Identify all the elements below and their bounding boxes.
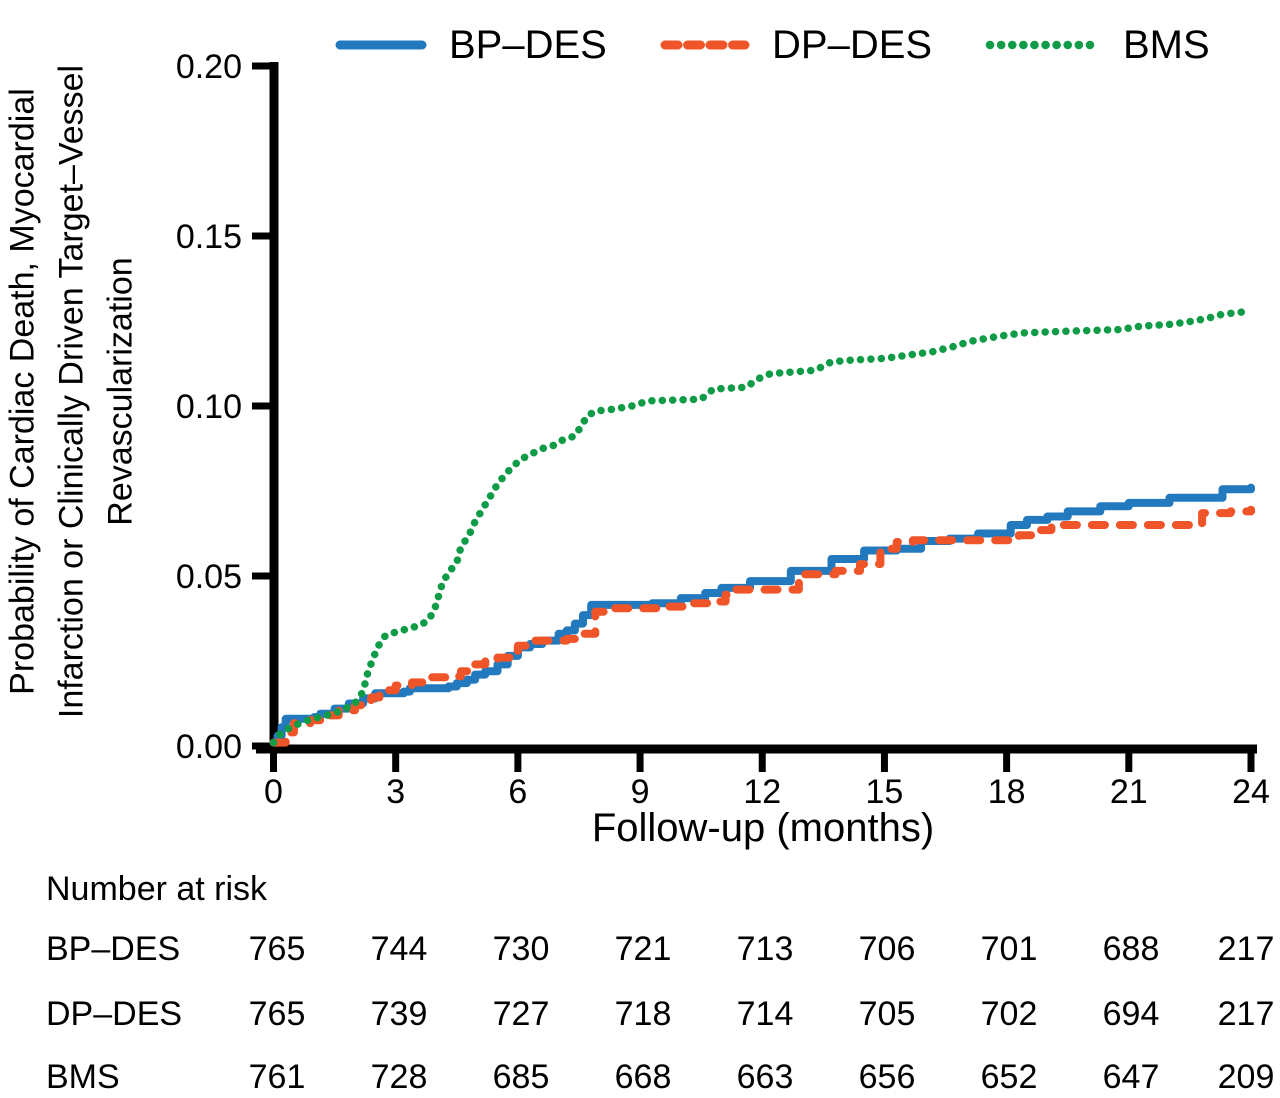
solid-line-swatch-icon xyxy=(335,40,427,50)
x-tick-label: 0 xyxy=(264,773,283,811)
risk-row: DP–DES 765 739 727 718 714 705 702 694 217 xyxy=(0,995,1280,1035)
risk-row-label: BP–DES xyxy=(46,930,181,968)
y-tick-label: 0.15 xyxy=(176,218,242,256)
risk-row-label: BMS xyxy=(46,1058,120,1096)
x-tick-label: 6 xyxy=(508,773,527,811)
risk-value: 730 xyxy=(492,930,550,968)
y-tick-label: 0.10 xyxy=(176,388,242,426)
y-tick-label: 0.20 xyxy=(176,48,242,86)
risk-value: 647 xyxy=(1102,1058,1160,1096)
risk-row: BMS 761 728 685 668 663 656 652 647 209 xyxy=(0,1058,1280,1098)
dotted-line-swatch-icon xyxy=(985,40,1101,50)
risk-value: 685 xyxy=(492,1058,550,1096)
legend: BP–DES DP–DES BMS xyxy=(0,16,1280,74)
curve-DP–DES xyxy=(269,505,1255,747)
risk-value: 705 xyxy=(858,995,916,1033)
x-tick-label: 18 xyxy=(988,773,1026,811)
x-tick-label: 24 xyxy=(1232,773,1270,811)
risk-value: 209 xyxy=(1217,1058,1275,1096)
legend-item-bms: BMS xyxy=(985,16,1210,74)
risk-value: 668 xyxy=(614,1058,672,1096)
curve-BP–DES xyxy=(269,483,1255,747)
x-tick-label: 15 xyxy=(866,773,904,811)
risk-value: 739 xyxy=(370,995,428,1033)
risk-value: 688 xyxy=(1102,930,1160,968)
x-tick-label: 9 xyxy=(631,773,650,811)
risk-value: 694 xyxy=(1102,995,1160,1033)
curve-BMS xyxy=(269,307,1255,747)
risk-value: 713 xyxy=(736,930,794,968)
risk-value: 217 xyxy=(1217,995,1275,1033)
legend-item-bp-des: BP–DES xyxy=(335,16,607,74)
risk-value: 765 xyxy=(248,995,306,1033)
risk-table-title: Number at risk xyxy=(46,870,268,908)
x-tick-label: 3 xyxy=(386,773,405,811)
x-axis-title: Follow-up (months) xyxy=(591,806,935,850)
legend-label-bms: BMS xyxy=(1123,23,1210,67)
risk-value: 706 xyxy=(858,930,916,968)
risk-value: 217 xyxy=(1217,930,1275,968)
legend-item-dp-des: DP–DES xyxy=(658,16,932,74)
risk-value: 656 xyxy=(858,1058,916,1096)
risk-value: 765 xyxy=(248,930,306,968)
risk-value: 714 xyxy=(736,995,794,1033)
risk-value: 761 xyxy=(248,1058,306,1096)
dashed-line-swatch-icon xyxy=(660,40,750,50)
risk-value: 721 xyxy=(614,930,672,968)
x-tick-label: 21 xyxy=(1110,773,1148,811)
risk-row-label: DP–DES xyxy=(46,995,183,1033)
x-tick-label: 12 xyxy=(743,773,781,811)
survival-plot: 0.00 0.05 0.10 0.15 0.20 0 3 6 9 12 15 18 21 24 xyxy=(176,48,1270,811)
y-tick-label: 0.05 xyxy=(176,558,242,596)
y-tick-label: 0.00 xyxy=(176,728,242,766)
risk-value: 744 xyxy=(370,930,428,968)
risk-value: 702 xyxy=(980,995,1038,1033)
legend-label-dp-des: DP–DES xyxy=(772,23,933,67)
legend-label-bp-des: BP–DES xyxy=(449,23,607,67)
risk-value: 701 xyxy=(980,930,1038,968)
risk-value: 728 xyxy=(370,1058,428,1096)
risk-value: 718 xyxy=(614,995,672,1033)
risk-value: 727 xyxy=(492,995,550,1033)
risk-value: 652 xyxy=(980,1058,1038,1096)
risk-row: BP–DES 765 744 730 721 713 706 701 688 217 xyxy=(0,930,1280,970)
risk-value: 663 xyxy=(736,1058,794,1096)
